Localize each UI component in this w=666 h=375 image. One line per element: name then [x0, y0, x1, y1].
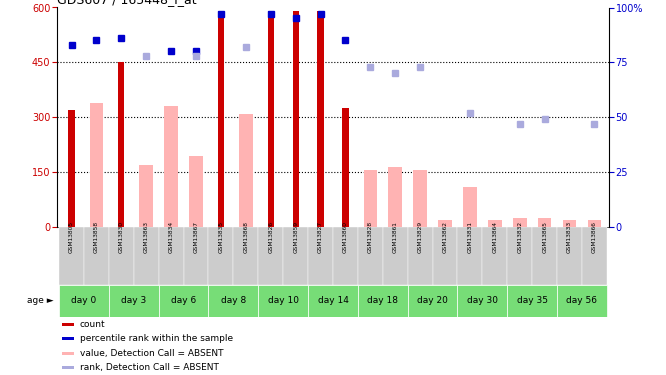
- Bar: [268, 11, 274, 227]
- Bar: [208, 285, 258, 317]
- Bar: [159, 227, 184, 285]
- Bar: [90, 103, 103, 227]
- Bar: [482, 227, 507, 285]
- Bar: [119, 62, 125, 227]
- Bar: [308, 285, 358, 317]
- Bar: [408, 285, 458, 317]
- Bar: [557, 227, 582, 285]
- Text: GSM13858: GSM13858: [94, 221, 99, 253]
- Text: age ►: age ►: [27, 296, 53, 305]
- Text: count: count: [80, 320, 105, 328]
- Text: day 8: day 8: [220, 296, 246, 305]
- Bar: [189, 156, 203, 227]
- Bar: [507, 285, 557, 317]
- Bar: [582, 227, 607, 285]
- Bar: [587, 220, 601, 227]
- Bar: [258, 227, 283, 285]
- Bar: [69, 110, 75, 227]
- Text: GSM13866: GSM13866: [592, 221, 597, 253]
- Bar: [239, 114, 252, 227]
- Bar: [507, 227, 532, 285]
- Bar: [208, 227, 233, 285]
- Bar: [458, 227, 482, 285]
- Bar: [308, 227, 333, 285]
- Bar: [283, 227, 308, 285]
- Bar: [383, 227, 408, 285]
- Text: day 14: day 14: [318, 296, 348, 305]
- Text: GSM13834: GSM13834: [168, 221, 174, 253]
- Bar: [292, 11, 299, 227]
- Text: day 3: day 3: [121, 296, 147, 305]
- Bar: [318, 11, 324, 227]
- Text: GSM13827: GSM13827: [318, 221, 323, 253]
- Bar: [62, 337, 75, 340]
- Bar: [59, 227, 84, 285]
- Bar: [109, 285, 159, 317]
- Bar: [139, 165, 153, 227]
- Text: GSM13859: GSM13859: [293, 221, 298, 253]
- Bar: [488, 220, 501, 227]
- Bar: [557, 285, 607, 317]
- Bar: [358, 227, 383, 285]
- Text: rank, Detection Call = ABSENT: rank, Detection Call = ABSENT: [80, 363, 218, 372]
- Bar: [84, 227, 109, 285]
- Text: percentile rank within the sample: percentile rank within the sample: [80, 334, 233, 343]
- Text: day 18: day 18: [368, 296, 398, 305]
- Text: day 56: day 56: [567, 296, 597, 305]
- Bar: [218, 11, 224, 227]
- Text: day 35: day 35: [517, 296, 547, 305]
- Text: GSM13860: GSM13860: [343, 221, 348, 253]
- Text: GSM13867: GSM13867: [194, 221, 198, 253]
- Bar: [62, 322, 75, 326]
- Text: GSM13826: GSM13826: [268, 221, 273, 253]
- Text: GSM13863: GSM13863: [144, 221, 149, 253]
- Text: GSM13868: GSM13868: [243, 221, 248, 253]
- Bar: [62, 352, 75, 355]
- Text: GSM13832: GSM13832: [517, 221, 522, 253]
- Bar: [184, 227, 208, 285]
- Text: GSM13831: GSM13831: [468, 221, 472, 253]
- Text: day 0: day 0: [71, 296, 97, 305]
- Text: day 20: day 20: [417, 296, 448, 305]
- Text: day 10: day 10: [268, 296, 298, 305]
- Text: GDS607 / 165448_i_at: GDS607 / 165448_i_at: [57, 0, 196, 6]
- Text: GSM13830: GSM13830: [119, 221, 124, 253]
- Bar: [165, 106, 178, 227]
- Text: GSM13864: GSM13864: [492, 221, 498, 253]
- Text: day 6: day 6: [171, 296, 196, 305]
- Bar: [358, 285, 408, 317]
- Text: GSM13835: GSM13835: [218, 221, 224, 253]
- Bar: [62, 366, 75, 369]
- Bar: [408, 227, 433, 285]
- Bar: [563, 220, 576, 227]
- Bar: [532, 227, 557, 285]
- Bar: [513, 218, 527, 227]
- Text: GSM13862: GSM13862: [442, 221, 448, 253]
- Bar: [342, 108, 348, 227]
- Bar: [134, 227, 159, 285]
- Text: GSM13828: GSM13828: [368, 221, 373, 253]
- Bar: [364, 170, 377, 227]
- Bar: [438, 220, 452, 227]
- Bar: [463, 187, 477, 227]
- Bar: [258, 285, 308, 317]
- Bar: [159, 285, 208, 317]
- Bar: [388, 166, 402, 227]
- Text: GSM13829: GSM13829: [418, 221, 423, 253]
- Text: GSM13805: GSM13805: [69, 221, 74, 253]
- Bar: [59, 285, 109, 317]
- Text: GSM13865: GSM13865: [542, 221, 547, 253]
- Bar: [333, 227, 358, 285]
- Bar: [233, 227, 258, 285]
- Bar: [538, 218, 551, 227]
- Bar: [414, 170, 427, 227]
- Text: value, Detection Call = ABSENT: value, Detection Call = ABSENT: [80, 349, 223, 358]
- Bar: [109, 227, 134, 285]
- Text: GSM13861: GSM13861: [393, 221, 398, 253]
- Bar: [458, 285, 507, 317]
- Text: day 30: day 30: [467, 296, 498, 305]
- Text: GSM13833: GSM13833: [567, 221, 572, 253]
- Bar: [433, 227, 458, 285]
